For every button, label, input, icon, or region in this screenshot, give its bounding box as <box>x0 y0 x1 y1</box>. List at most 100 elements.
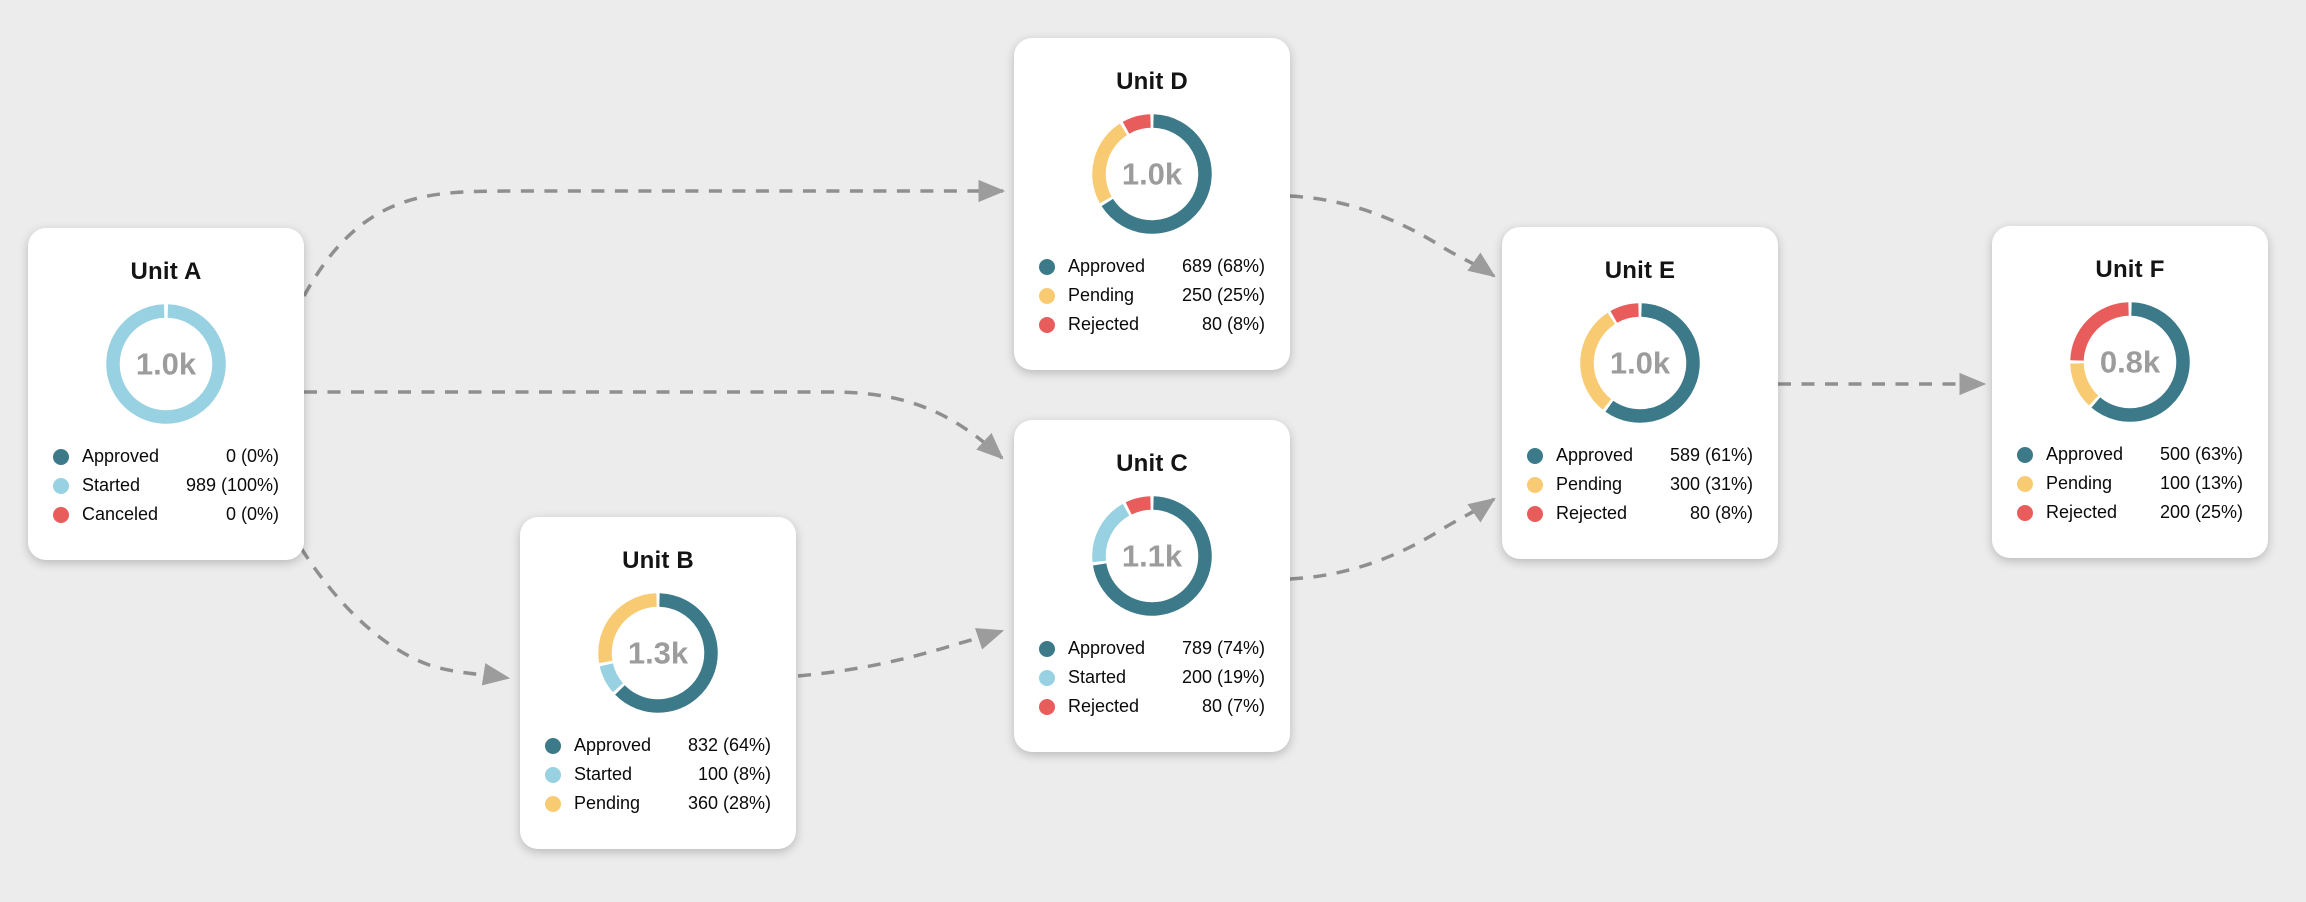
edge-a-to-d <box>302 179 1006 297</box>
donut-segment-pending <box>1580 312 1616 410</box>
legend: Approved 689 (68%) Pending 250 (25%) Rejecte… <box>1014 252 1290 339</box>
legend-row-approved: Approved 0 (0%) <box>28 442 304 471</box>
donut-total-label: 1.1k <box>1122 539 1183 574</box>
legend-row-started: Started 100 (8%) <box>520 760 796 789</box>
donut-segment-started <box>599 663 624 693</box>
legend-dot-approved-icon <box>1527 447 1543 464</box>
legend-row-approved: Approved 832 (64%) <box>520 731 796 760</box>
node-title: Unit F <box>2095 256 2165 283</box>
legend-dot-rejected-icon <box>1039 316 1055 333</box>
legend-dot-approved-icon <box>2017 446 2033 463</box>
node-title: Unit E <box>1604 257 1676 284</box>
node-title: Unit C <box>1116 450 1188 477</box>
legend-value: 500 (63%) <box>2159 444 2243 464</box>
legend-dot-pending-icon <box>545 795 561 812</box>
legend-row-pending: Pending 250 (25%) <box>1014 281 1290 310</box>
legend-dot-pending-icon <box>1527 476 1543 493</box>
legend-label: Canceled <box>82 504 159 524</box>
node-title: Unit D <box>1116 68 1188 95</box>
legend-label: Pending <box>1556 474 1623 494</box>
legend-value: 200 (19%) <box>1181 667 1265 687</box>
legend-dot-approved-icon <box>1039 258 1055 275</box>
legend-row-started: Started 989 (100%) <box>28 471 304 500</box>
legend: Approved 0 (0%) Started 989 (100%) Canceled 0… <box>28 442 304 529</box>
legend-label: Approved <box>1068 256 1146 276</box>
donut-segment-approved <box>2091 302 2190 422</box>
legend-dot-started-icon <box>53 477 69 494</box>
legend-row-rejected: Rejected 80 (8%) <box>1502 499 1778 528</box>
legend-value: 100 (13%) <box>2159 473 2243 493</box>
legend-label: Started <box>1068 667 1127 687</box>
legend-label: Rejected <box>2046 502 2118 522</box>
legend-row-approved: Approved 589 (61%) <box>1502 441 1778 470</box>
legend-value: 200 (25%) <box>2159 502 2243 522</box>
legend-row-pending: Pending 300 (31%) <box>1502 470 1778 499</box>
legend-row-rejected: Rejected 200 (25%) <box>1992 498 2268 527</box>
legend: Approved 832 (64%) Started 100 (8%) Pending 3… <box>520 731 796 818</box>
donut-segment-approved <box>1101 114 1212 234</box>
legend-label: Started <box>82 475 141 495</box>
legend-dot-pending-icon <box>1039 287 1055 304</box>
donut-total-label: 0.8k <box>2100 345 2161 380</box>
donut-segment-approved <box>1093 496 1212 616</box>
node-b[interactable]: Unit B 1.3k Approved 832 (64%) Started 100 (8… <box>520 517 796 849</box>
legend-dot-approved-icon <box>53 448 69 465</box>
donut-total-label: 1.0k <box>136 347 197 382</box>
node-e[interactable]: Unit E 1.0k Approved 589 (61%) Pending 300 (3… <box>1502 227 1778 559</box>
donut-segment-rejected <box>1122 114 1152 134</box>
donut-chart: 1.0k <box>1580 303 1700 423</box>
legend-label: Pending <box>574 793 641 813</box>
legend-dot-canceled-icon <box>53 506 69 523</box>
legend-value: 80 (8%) <box>1689 503 1753 523</box>
legend-row-canceled: Canceled 0 (0%) <box>28 500 304 529</box>
legend-value: 789 (74%) <box>1181 638 1265 658</box>
legend-label: Approved <box>82 446 160 466</box>
legend-row-pending: Pending 100 (13%) <box>1992 469 2268 498</box>
node-f[interactable]: Unit F 0.8k Approved 500 (63%) Pending 100 (1… <box>1992 226 2268 558</box>
donut-segment-rejected <box>1125 496 1152 515</box>
donut-total-label: 1.3k <box>628 636 689 671</box>
legend-row-started: Started 200 (19%) <box>1014 663 1290 692</box>
node-d[interactable]: Unit D 1.0k Approved 689 (68%) Pending 250 (2… <box>1014 38 1290 370</box>
donut-segment-pending <box>2070 362 2099 406</box>
legend: Approved 789 (74%) Started 200 (19%) Rejecte… <box>1014 634 1290 721</box>
legend-row-approved: Approved 689 (68%) <box>1014 252 1290 281</box>
legend-value: 80 (7%) <box>1201 696 1265 716</box>
legend: Approved 500 (63%) Pending 100 (13%) Rejecte… <box>1992 440 2268 527</box>
edge-b-to-c <box>797 628 1005 678</box>
legend-label: Pending <box>1068 285 1135 305</box>
legend-dot-approved-icon <box>545 737 561 754</box>
legend-value: 989 (100%) <box>185 475 279 495</box>
legend-value: 0 (0%) <box>225 446 279 466</box>
legend-label: Approved <box>1068 638 1146 658</box>
donut-chart: 1.0k <box>1092 114 1212 234</box>
legend-dot-rejected-icon <box>1039 698 1055 715</box>
legend-label: Rejected <box>1556 503 1628 523</box>
edge-a-to-c <box>304 390 1004 460</box>
legend-row-rejected: Rejected 80 (7%) <box>1014 692 1290 721</box>
node-c[interactable]: Unit C 1.1k Approved 789 (74%) Started 200 (1… <box>1014 420 1290 752</box>
legend-value: 360 (28%) <box>687 793 771 813</box>
donut-total-label: 1.0k <box>1610 346 1671 381</box>
legend-row-approved: Approved 789 (74%) <box>1014 634 1290 663</box>
legend-row-approved: Approved 500 (63%) <box>1992 440 2268 469</box>
legend-value: 100 (8%) <box>697 764 771 784</box>
donut-chart: 1.1k <box>1092 496 1212 616</box>
donut-segment-pending <box>598 593 658 664</box>
node-a[interactable]: Unit A 1.0k Approved 0 (0%) Started 989 (100%… <box>28 228 304 560</box>
legend-dot-approved-icon <box>1039 640 1055 657</box>
donut-chart: 1.3k <box>598 593 718 713</box>
donut-segment-pending <box>1092 123 1128 204</box>
legend-dot-rejected-icon <box>1527 505 1543 522</box>
legend-value: 0 (0%) <box>225 504 279 524</box>
legend-label: Approved <box>2046 444 2124 464</box>
legend-value: 80 (8%) <box>1201 314 1265 334</box>
legend-label: Started <box>574 764 633 784</box>
donut-segment-approved <box>1605 303 1700 423</box>
legend-label: Pending <box>2046 473 2113 493</box>
edge-c-to-e <box>1289 497 1496 581</box>
legend-row-pending: Pending 360 (28%) <box>520 789 796 818</box>
legend: Approved 589 (61%) Pending 300 (31%) Rejecte… <box>1502 441 1778 528</box>
